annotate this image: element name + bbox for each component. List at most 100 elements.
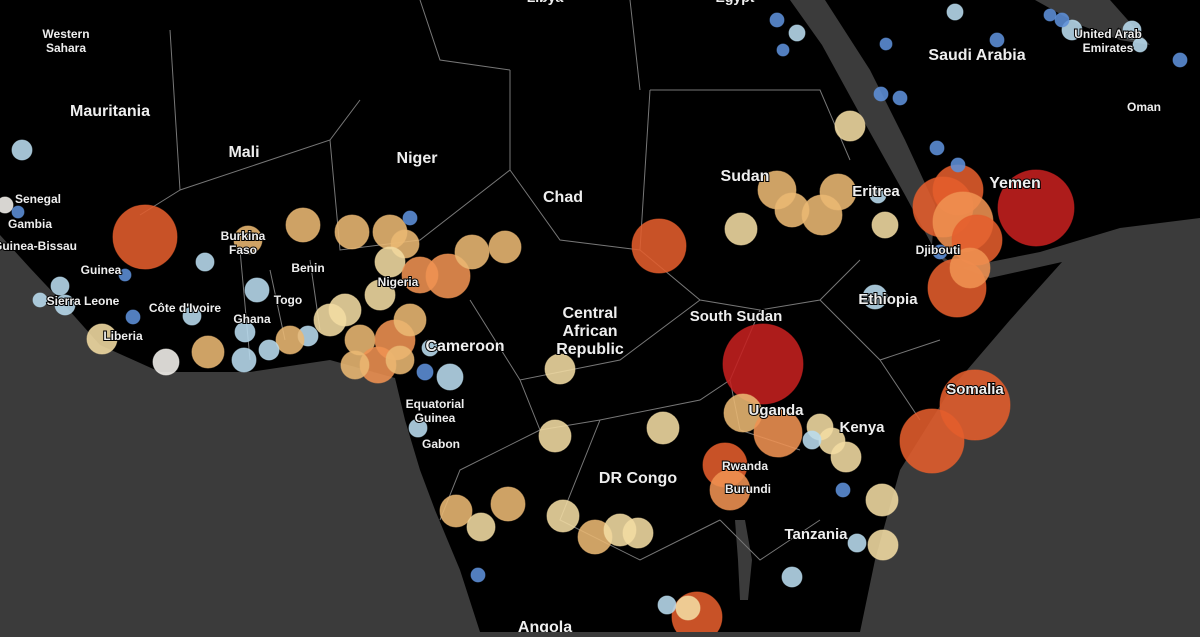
bubble <box>466 512 496 542</box>
bubble <box>675 595 701 621</box>
bubbles <box>0 3 1188 637</box>
bubble <box>313 303 347 337</box>
bubble <box>769 12 785 28</box>
bubble <box>830 441 862 473</box>
bubble <box>622 517 654 549</box>
country-label: Guinea <box>81 263 122 277</box>
bubble <box>11 139 33 161</box>
bubble <box>490 486 526 522</box>
bubble <box>231 347 257 373</box>
bubble <box>258 339 280 361</box>
bubble <box>776 43 790 57</box>
country-label: African <box>562 323 617 340</box>
bubble <box>538 419 572 453</box>
bubble <box>989 32 1005 48</box>
bubble <box>275 325 305 355</box>
bubble <box>631 218 687 274</box>
bubble <box>439 494 473 528</box>
red-sea <box>790 0 935 245</box>
country-label: Niger <box>397 150 438 167</box>
bubble <box>421 339 439 357</box>
bubble <box>402 210 418 226</box>
bubble <box>118 268 132 282</box>
country-label: Cameroon <box>425 338 504 355</box>
bubble <box>195 252 215 272</box>
bubble <box>546 499 580 533</box>
bubble <box>646 411 680 445</box>
bubble <box>949 247 991 289</box>
country-label: Burundi <box>725 482 771 496</box>
country-label: Saudi Arabia <box>928 47 1025 64</box>
country-label: Angola <box>518 619 572 632</box>
bubble <box>869 186 887 204</box>
atlantic-ocean <box>0 235 480 632</box>
bubble <box>470 567 486 583</box>
country-label: Egypt <box>716 0 755 5</box>
country-label: Senegal <box>15 192 61 206</box>
bubble <box>802 430 822 450</box>
bubble <box>753 408 803 458</box>
bubble <box>544 353 576 385</box>
bubble <box>722 323 804 405</box>
bubble <box>191 335 225 369</box>
country-label: Benin <box>291 261 324 275</box>
bubble <box>946 3 964 21</box>
bubble <box>1132 37 1148 53</box>
country-label: Yemen <box>989 175 1041 192</box>
bubble <box>1172 52 1188 68</box>
bubble <box>0 196 14 214</box>
country-label: DR Congo <box>599 470 677 487</box>
country-label: Faso <box>229 243 257 257</box>
bubble <box>788 24 806 42</box>
country-label: Togo <box>274 293 302 307</box>
bubble <box>723 393 763 433</box>
bubble <box>125 309 141 325</box>
indian-ocean <box>860 218 1200 632</box>
bubble <box>285 207 321 243</box>
country-label: Oman <box>1127 100 1161 114</box>
country-label: Ethiopia <box>858 291 918 308</box>
bubble <box>54 294 76 316</box>
bubble <box>340 350 370 380</box>
bubble <box>657 595 677 615</box>
bubble <box>847 533 867 553</box>
country-label: Rwanda <box>722 459 768 473</box>
bubble <box>425 253 471 299</box>
bubble <box>152 348 180 376</box>
country-label: Nigeria <box>378 275 419 289</box>
bubble <box>867 529 899 561</box>
bubble <box>1122 20 1142 40</box>
bubble <box>865 483 899 517</box>
country-label: Tanzania <box>784 526 848 543</box>
bubble <box>182 306 202 326</box>
bubble <box>929 140 945 156</box>
bubble <box>393 303 427 337</box>
bubble <box>416 363 434 381</box>
country-label: Gabon <box>422 437 460 451</box>
country-label: Eritrea <box>852 183 900 200</box>
country-label: Central <box>562 305 617 322</box>
country-label: Sudan <box>721 168 770 185</box>
bubble <box>364 279 396 311</box>
bubble <box>892 90 908 106</box>
country-label: Gambia <box>8 217 52 231</box>
country-label: Western <box>42 27 89 41</box>
bubble <box>939 369 1011 441</box>
country-label: Djibouti <box>916 243 961 257</box>
bubble <box>781 566 803 588</box>
bubble <box>997 169 1075 247</box>
bubble <box>1054 12 1070 28</box>
bubble <box>436 363 464 391</box>
bubble <box>86 323 118 355</box>
bubble <box>1043 8 1057 22</box>
bubble <box>862 284 888 310</box>
bubble <box>834 110 866 142</box>
country-label: Somalia <box>946 381 1004 398</box>
bubble <box>50 276 70 296</box>
bubble <box>374 246 406 278</box>
bubble <box>334 214 370 250</box>
country-label: South Sudan <box>690 308 783 325</box>
country-label: Burkina <box>221 229 266 243</box>
